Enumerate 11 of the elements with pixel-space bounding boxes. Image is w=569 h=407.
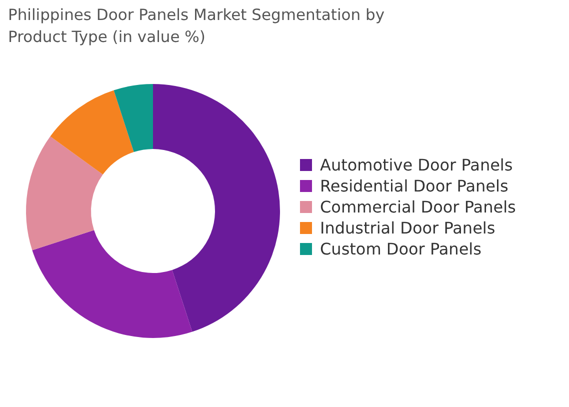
chart-title: Philippines Door Panels Market Segmentation by Product Type (in value %) xyxy=(8,6,385,46)
legend-label: Automotive Door Panels xyxy=(320,156,513,175)
donut-slice xyxy=(114,84,153,152)
legend-label: Industrial Door Panels xyxy=(320,218,496,238)
legend-label: Custom Door Panels xyxy=(320,240,482,259)
donut-slice xyxy=(26,136,103,250)
legend-label: Commercial Door Panels xyxy=(320,198,516,217)
donut-slice xyxy=(153,84,280,332)
donut-slice xyxy=(32,230,192,338)
donut-slice xyxy=(50,90,134,175)
legend-label: Residential Door Panels xyxy=(320,176,508,196)
